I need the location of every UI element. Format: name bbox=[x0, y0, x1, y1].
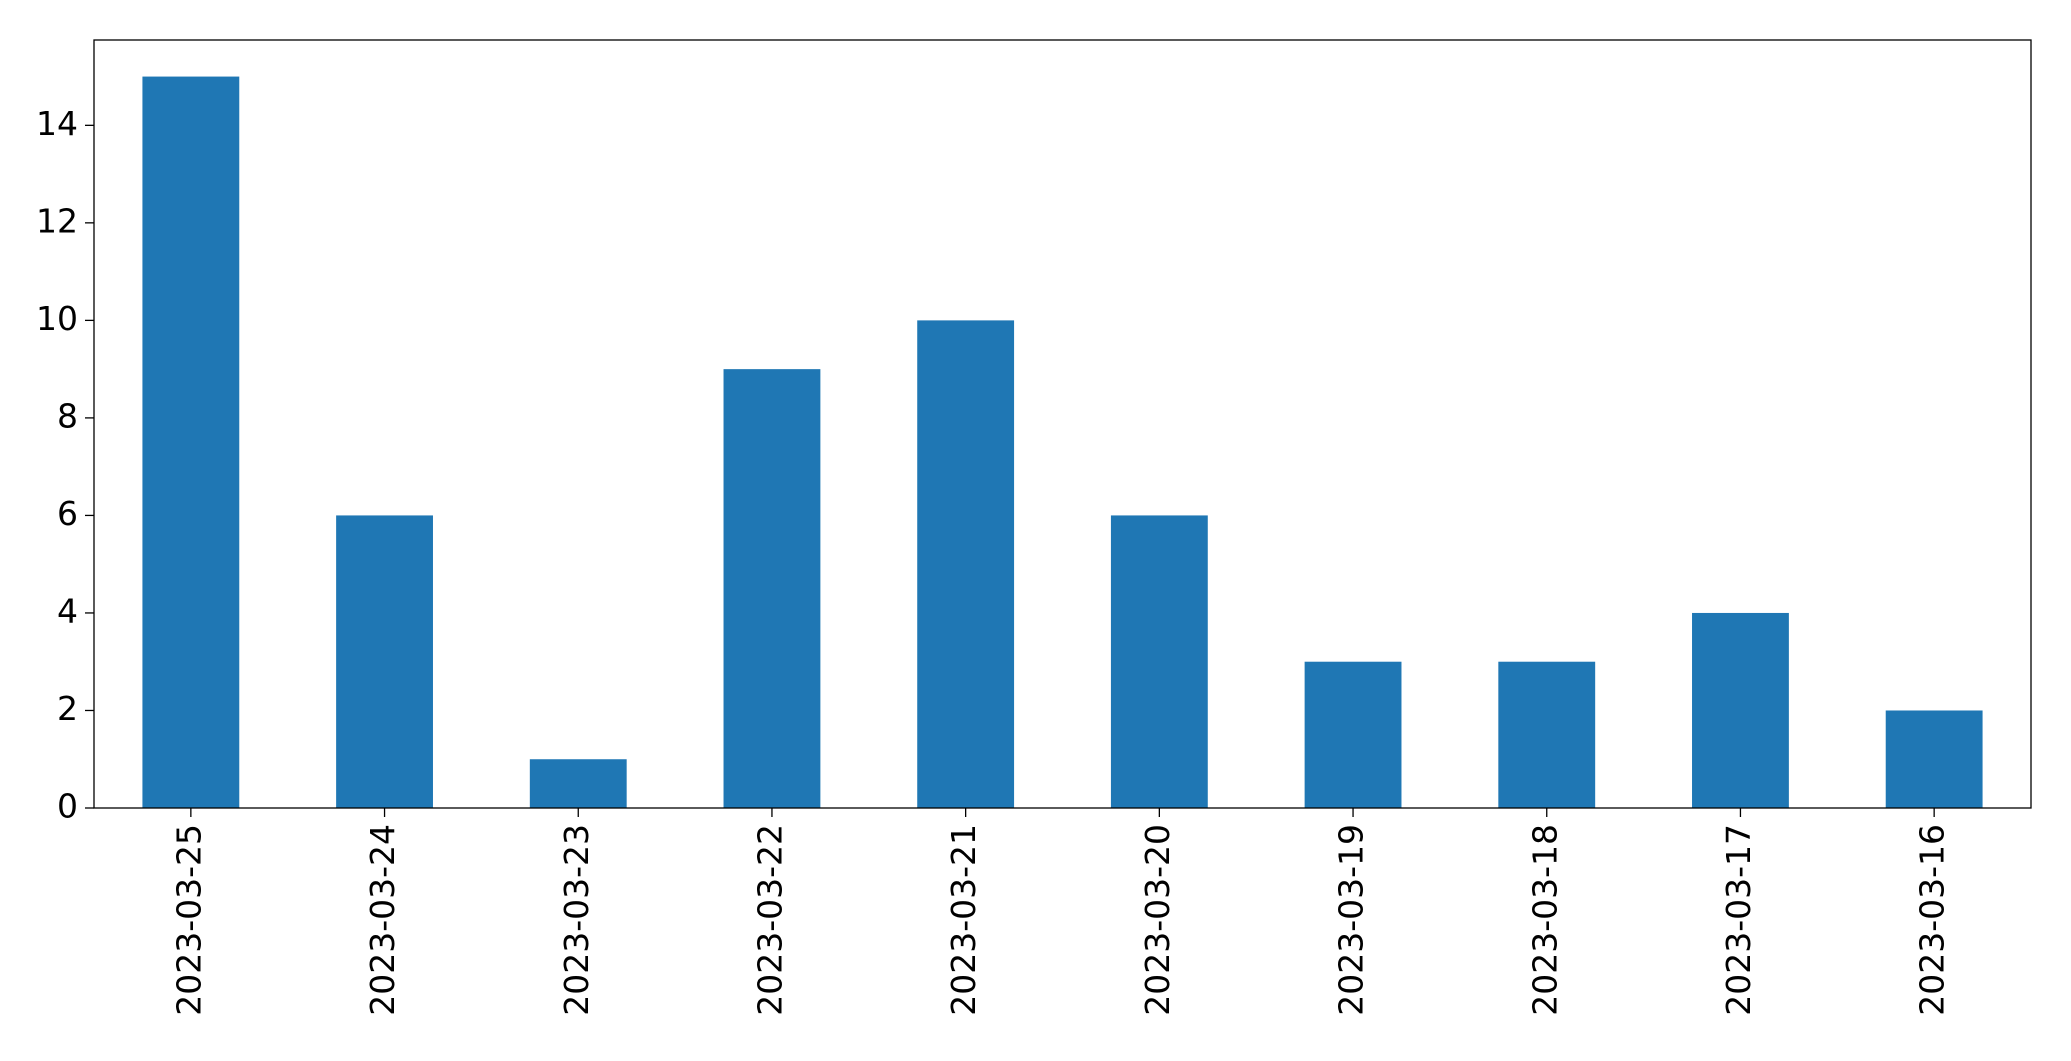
x-tick-label: 2023-03-18 bbox=[1525, 824, 1564, 1016]
x-tick-label: 2023-03-17 bbox=[1719, 824, 1758, 1016]
bar bbox=[142, 76, 240, 809]
y-tick-label: 10 bbox=[36, 299, 78, 338]
x-tick-label: 2023-03-16 bbox=[1913, 824, 1952, 1016]
x-tick-label: 2023-03-19 bbox=[1332, 824, 1371, 1016]
bar bbox=[529, 759, 627, 808]
y-tick-label: 6 bbox=[57, 494, 78, 533]
axes-frame bbox=[93, 39, 2032, 809]
y-tick-label: 12 bbox=[36, 201, 78, 240]
y-tick-label: 4 bbox=[57, 591, 78, 630]
bar bbox=[1110, 515, 1208, 808]
x-tick-label: 2023-03-22 bbox=[750, 824, 789, 1016]
bar bbox=[1692, 612, 1789, 808]
y-tick-label: 0 bbox=[57, 787, 78, 826]
x-tick-label: 2023-03-24 bbox=[363, 824, 402, 1016]
bar bbox=[1304, 661, 1402, 808]
x-tick-label: 2023-03-23 bbox=[557, 824, 596, 1016]
bar bbox=[1885, 710, 1983, 808]
y-tick-label: 2 bbox=[57, 689, 78, 728]
x-tick-label: 2023-03-20 bbox=[1138, 824, 1177, 1016]
bar bbox=[723, 369, 821, 808]
y-tick-label: 8 bbox=[57, 396, 78, 435]
x-tick-label: 2023-03-21 bbox=[944, 824, 983, 1016]
y-tick-label: 14 bbox=[36, 104, 78, 143]
x-tick-label: 2023-03-25 bbox=[169, 824, 208, 1016]
bar bbox=[917, 320, 1015, 808]
bar bbox=[1498, 661, 1596, 808]
bar bbox=[336, 515, 433, 808]
